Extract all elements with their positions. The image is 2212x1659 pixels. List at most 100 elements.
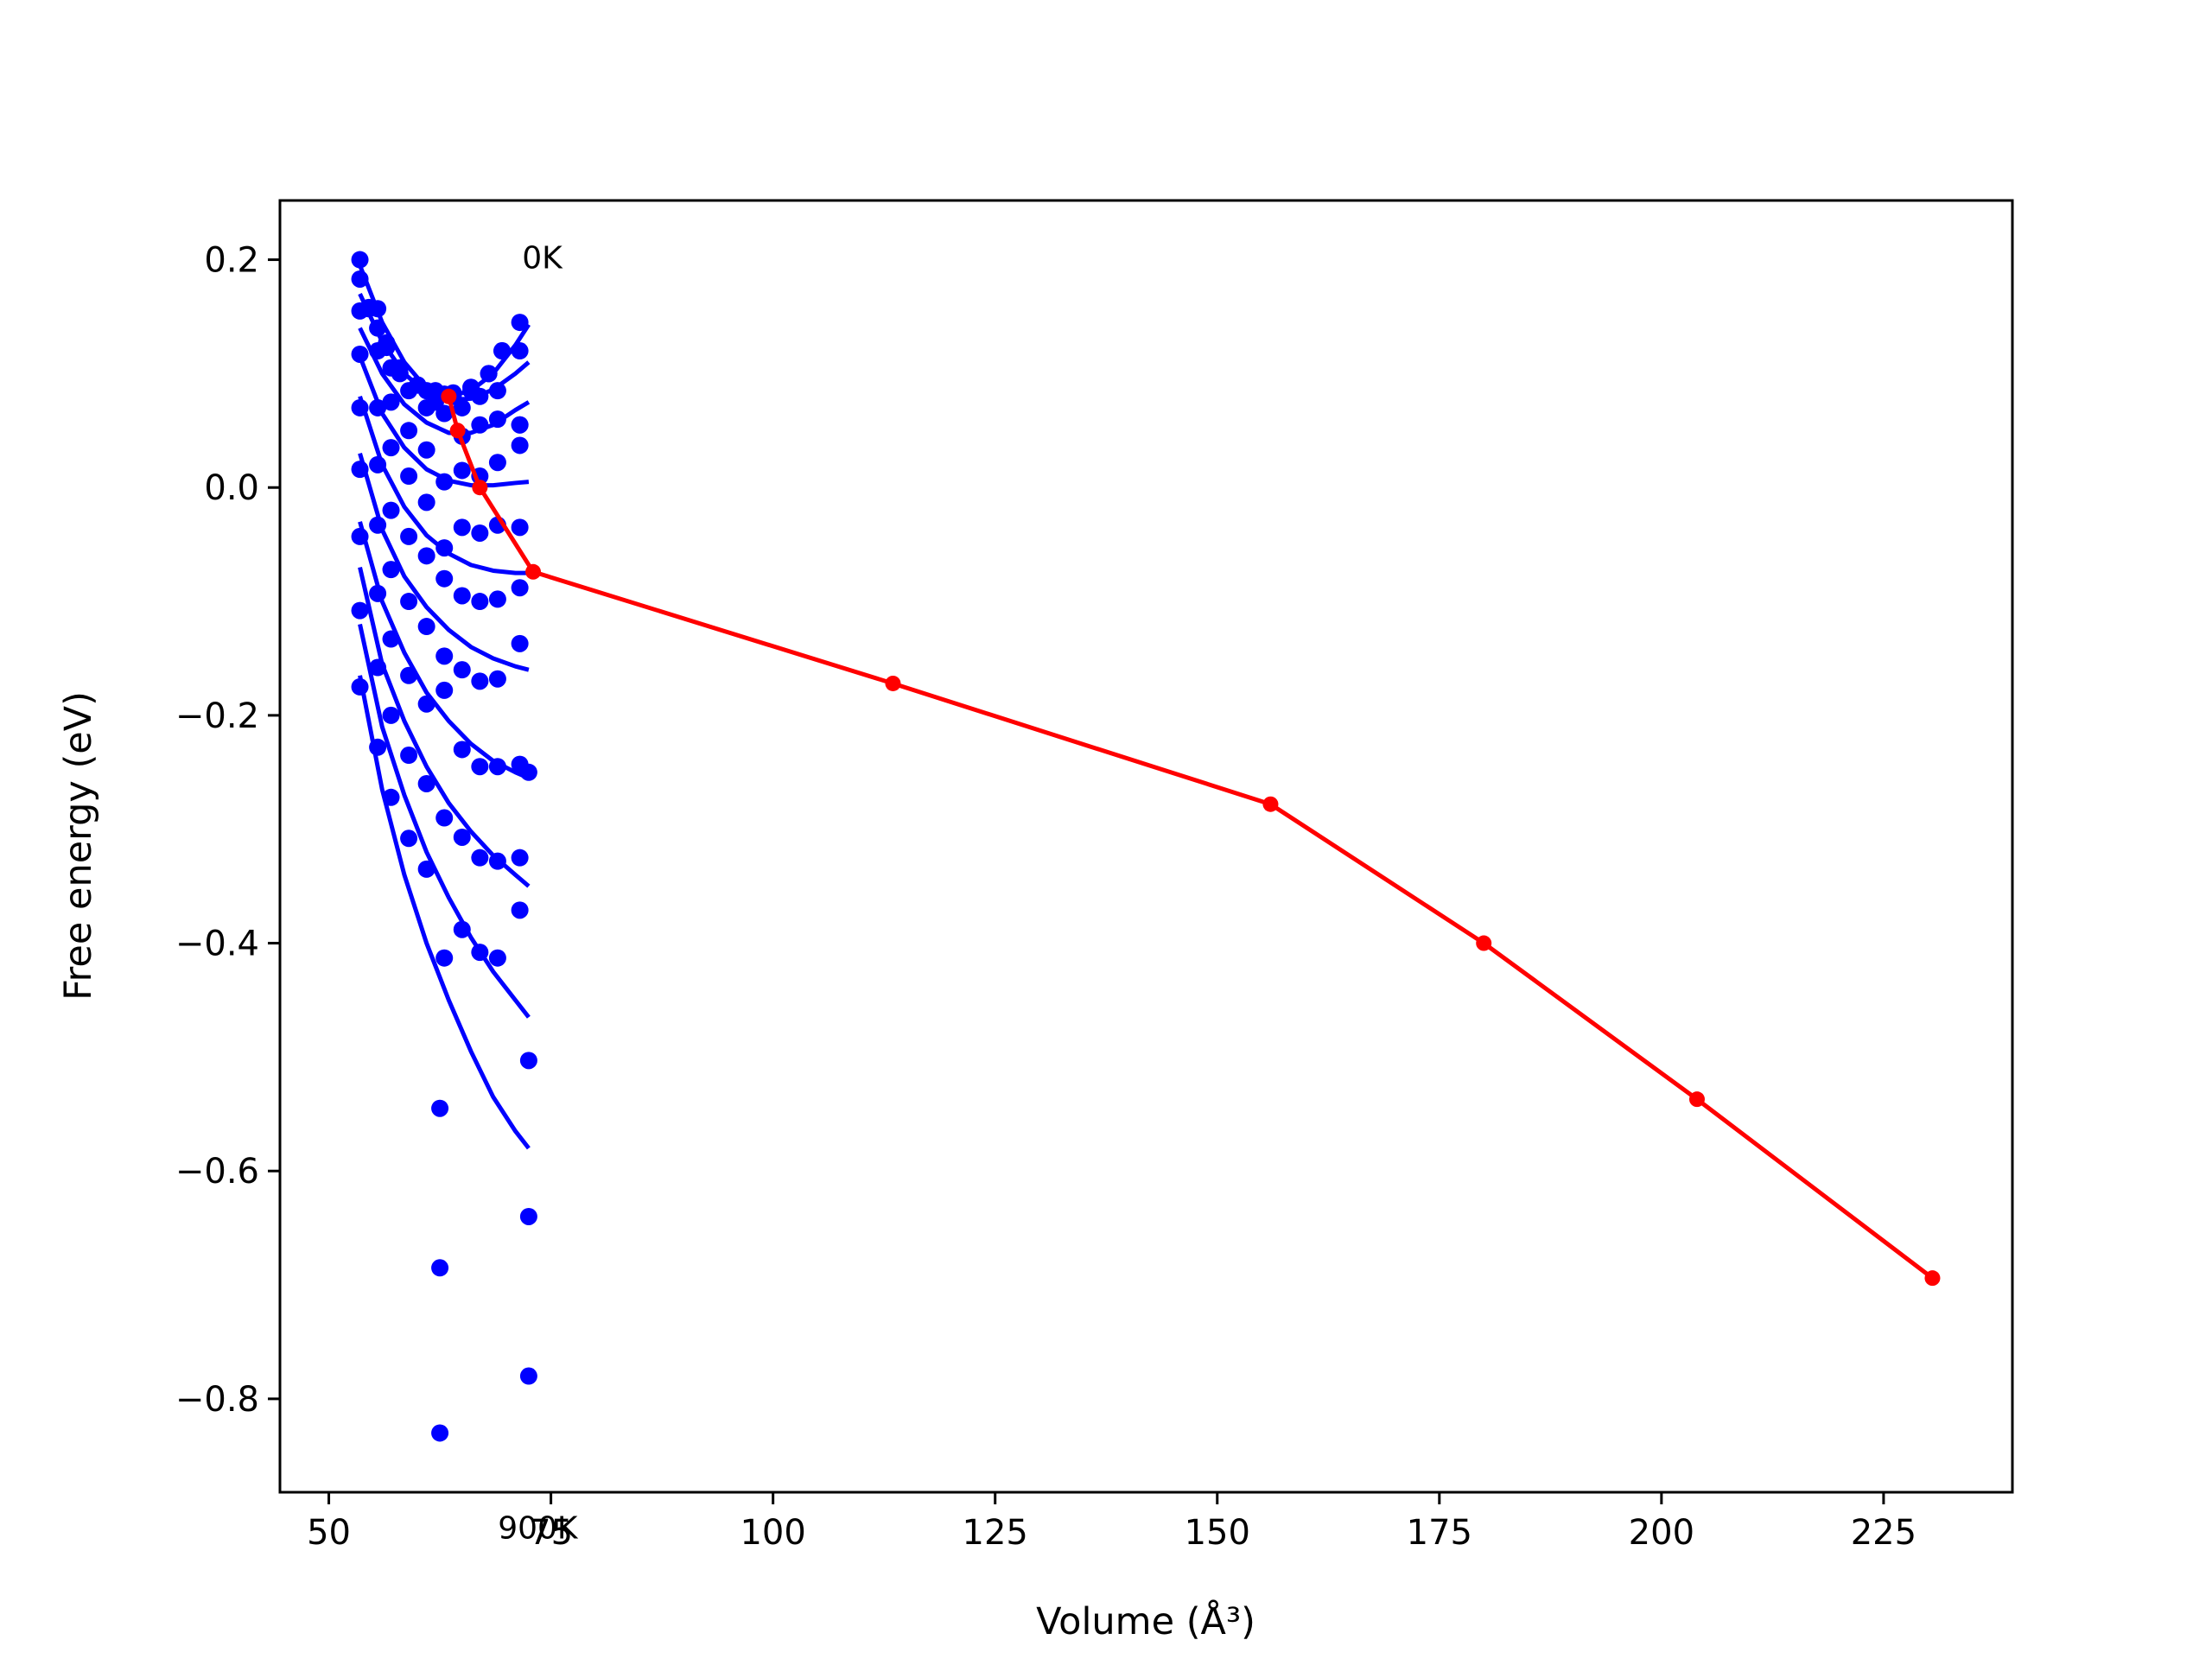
data-point-6-7	[471, 593, 489, 611]
data-point-7-0	[351, 677, 369, 696]
data-point-4-6	[453, 461, 471, 480]
data-point-9-0	[382, 788, 400, 806]
data-point-2-6	[453, 398, 471, 416]
data-point-4-4	[417, 441, 435, 459]
data-point-11-6	[519, 763, 537, 781]
annotation-900k: 900K	[498, 1511, 579, 1547]
data-point-11-2	[431, 1424, 449, 1442]
fit-curve-14	[358, 327, 531, 435]
data-point-10-2	[453, 920, 471, 938]
data-point-5-0	[351, 527, 369, 545]
data-point-4-3	[400, 467, 418, 486]
fit-curve-18	[358, 521, 530, 780]
data-point-5-6	[453, 518, 471, 537]
data-point-1-2	[369, 300, 387, 318]
data-point-4-0	[351, 461, 369, 479]
minimum-point-2	[472, 480, 488, 496]
data-point-2-2	[382, 359, 400, 377]
data-point-5-2	[382, 501, 400, 519]
data-point-1-10	[493, 342, 512, 360]
minimum-point-3	[525, 563, 542, 580]
data-point-7-7	[471, 672, 489, 690]
annotation-0k: 0K	[522, 241, 563, 276]
data-point-1-11	[511, 342, 529, 360]
data-point-3-1	[369, 398, 387, 416]
data-point-2-1	[369, 342, 387, 360]
minimum-point-5	[1262, 796, 1279, 812]
data-point-9-2	[417, 774, 435, 792]
x-axis-ticks: 50 75 100 125 150 175 200 225	[307, 1492, 1916, 1553]
data-point-10-1	[435, 949, 454, 967]
data-point-6-2	[382, 561, 400, 579]
data-point-6-3	[400, 593, 418, 611]
data-point-3-2	[382, 393, 400, 411]
data-point-5-5	[435, 539, 454, 557]
data-point-8-1	[382, 706, 400, 724]
data-point-8-4	[435, 681, 454, 699]
x-tick-label: 125	[963, 1513, 1028, 1553]
y-tick-label: 0.2	[204, 241, 259, 281]
plot-frame	[278, 199, 2014, 1494]
data-point-10-4	[488, 949, 506, 967]
data-point-4-8	[488, 454, 506, 472]
data-point-2-7	[471, 387, 489, 405]
data-point-11-1	[431, 1259, 449, 1277]
data-point-3-8	[488, 410, 506, 429]
data-point-0-12	[511, 314, 529, 332]
fit-curve-21	[358, 675, 531, 1150]
data-point-10-0	[417, 860, 435, 878]
data-point-9-5	[471, 849, 489, 867]
data-point-6-1	[369, 584, 387, 602]
data-point-3-5	[435, 404, 454, 423]
data-point-7-5	[435, 647, 454, 665]
data-point-11-4	[519, 1207, 537, 1225]
data-point-11-0	[431, 1099, 449, 1117]
data-point-7-1	[369, 658, 387, 677]
fit-curve-19	[358, 566, 531, 888]
data-point-5-9	[511, 518, 529, 537]
data-point-6-0	[351, 601, 369, 620]
data-point-8-5	[453, 741, 471, 759]
minimum-point-8	[1924, 1270, 1941, 1287]
x-tick-label: 50	[307, 1513, 351, 1553]
x-tick-label: 175	[1407, 1513, 1472, 1553]
data-point-3-9	[511, 416, 529, 434]
data-point-2-0	[351, 345, 369, 363]
x-tick-label: 200	[1629, 1513, 1694, 1553]
data-point-2-8	[488, 382, 506, 400]
data-point-9-7	[511, 849, 529, 867]
data-point-5-3	[400, 527, 418, 545]
data-point-5-1	[369, 516, 387, 534]
data-point-3-3	[400, 422, 418, 440]
fit-curve-20	[358, 623, 531, 1019]
data-point-4-1	[369, 455, 387, 474]
data-point-7-9	[511, 634, 529, 652]
x-axis-label: Volume (Å³)	[1036, 1599, 1255, 1643]
data-point-0-3	[369, 319, 387, 337]
data-point-3-7	[471, 416, 489, 434]
minimum-point-0	[441, 388, 457, 404]
y-tick-label: −0.6	[175, 1152, 259, 1192]
data-point-5-7	[471, 524, 489, 542]
y-tick-label: −0.4	[175, 925, 259, 964]
minimum-point-6	[1476, 935, 1492, 951]
data-point-6-6	[453, 587, 471, 605]
data-point-9-6	[488, 852, 506, 870]
y-axis-label: Free energy (eV)	[57, 691, 100, 1001]
data-point-7-8	[488, 670, 506, 688]
minimum-point-1	[449, 423, 466, 439]
data-point-4-2	[382, 439, 400, 457]
data-point-9-1	[400, 830, 418, 848]
x-tick-label: 225	[1851, 1513, 1916, 1553]
data-point-2-3	[400, 382, 418, 400]
data-point-6-5	[435, 569, 454, 588]
y-tick-label: −0.8	[175, 1380, 259, 1420]
minimum-point-4	[885, 675, 901, 691]
data-point-11-5	[519, 1367, 537, 1385]
data-point-6-4	[417, 547, 435, 565]
y-axis-ticks: 0.2 0.0 −0.2 −0.4 −0.6 −0.8	[175, 241, 280, 1420]
data-point-6-8	[488, 590, 506, 608]
data-point-1-9	[480, 365, 498, 383]
